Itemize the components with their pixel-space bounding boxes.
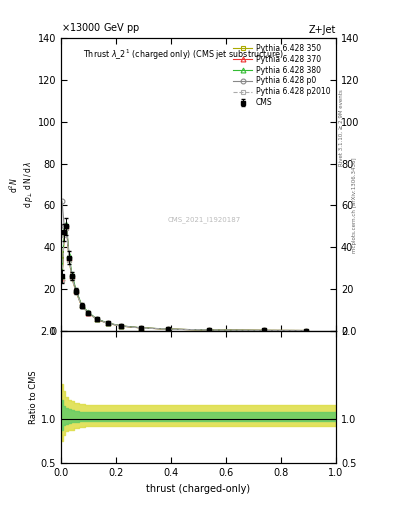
Line: Pythia 6.428 370: Pythia 6.428 370 xyxy=(60,224,308,333)
Pythia 6.428 370 xyxy=(74,288,79,294)
Pythia 6.428 370 xyxy=(86,310,91,316)
Pythia 6.428 380 xyxy=(74,287,79,293)
Pythia 6.428 350 xyxy=(79,303,84,309)
Pythia 6.428 350 xyxy=(74,289,79,295)
Pythia 6.428 380 xyxy=(166,326,171,332)
Pythia 6.428 350 xyxy=(70,275,74,282)
Pythia 6.428 p2010 xyxy=(138,325,143,331)
Pythia 6.428 380 xyxy=(105,320,110,326)
Pythia 6.428 370 xyxy=(60,275,64,282)
Pythia 6.428 380 xyxy=(86,309,91,315)
Pythia 6.428 370 xyxy=(262,327,267,333)
Pythia 6.428 p0 xyxy=(138,325,143,331)
Pythia 6.428 370 xyxy=(138,325,143,331)
Pythia 6.428 380 xyxy=(62,227,66,233)
Pythia 6.428 p2010 xyxy=(60,278,64,284)
Pythia 6.428 370 xyxy=(67,254,72,261)
Pythia 6.428 p0 xyxy=(86,310,91,316)
Pythia 6.428 370 xyxy=(105,320,110,326)
Pythia 6.428 380 xyxy=(138,325,143,331)
Pythia 6.428 370 xyxy=(79,302,84,308)
Pythia 6.428 370 xyxy=(94,316,99,322)
Pythia 6.428 380 xyxy=(262,327,267,333)
Pythia 6.428 370 xyxy=(166,326,171,332)
X-axis label: thrust (charged-only): thrust (charged-only) xyxy=(147,484,250,494)
Text: $\times$13000 GeV pp: $\times$13000 GeV pp xyxy=(61,21,140,35)
Pythia 6.428 p0 xyxy=(64,223,69,229)
Pythia 6.428 380 xyxy=(207,327,212,333)
Pythia 6.428 p0 xyxy=(60,198,64,204)
Line: Pythia 6.428 p2010: Pythia 6.428 p2010 xyxy=(60,226,308,333)
Pythia 6.428 p0 xyxy=(119,323,124,329)
Text: Thrust $\lambda\_2^1$ (charged only) (CMS jet substructure): Thrust $\lambda\_2^1$ (charged only) (CM… xyxy=(83,47,284,61)
Pythia 6.428 380 xyxy=(67,252,72,259)
Pythia 6.428 p0 xyxy=(67,254,72,261)
Y-axis label: $\mathrm{d}^2N$
$\mathrm{d}\,p_\perp\,\mathrm{d}\,\mathrm{N}\,/\,\mathrm{d}\,\la: $\mathrm{d}^2N$ $\mathrm{d}\,p_\perp\,\m… xyxy=(7,161,35,208)
Pythia 6.428 p2010 xyxy=(62,231,66,238)
Pythia 6.428 350 xyxy=(119,323,124,329)
Pythia 6.428 370 xyxy=(64,223,69,229)
Pythia 6.428 380 xyxy=(119,323,124,329)
Pythia 6.428 p0 xyxy=(262,327,267,333)
Pythia 6.428 350 xyxy=(303,328,308,334)
Pythia 6.428 370 xyxy=(207,327,212,333)
Pythia 6.428 370 xyxy=(70,273,74,280)
Pythia 6.428 370 xyxy=(303,328,308,334)
Pythia 6.428 p2010 xyxy=(79,303,84,309)
Line: Pythia 6.428 380: Pythia 6.428 380 xyxy=(60,222,308,333)
Pythia 6.428 p2010 xyxy=(303,328,308,334)
Pythia 6.428 350 xyxy=(207,327,212,333)
Pythia 6.428 p2010 xyxy=(64,225,69,231)
Pythia 6.428 370 xyxy=(119,323,124,329)
Pythia 6.428 p2010 xyxy=(67,257,72,263)
Line: Pythia 6.428 p0: Pythia 6.428 p0 xyxy=(60,199,308,333)
Pythia 6.428 p2010 xyxy=(166,326,171,332)
Pythia 6.428 350 xyxy=(64,225,69,231)
Pythia 6.428 p0 xyxy=(94,316,99,322)
Pythia 6.428 p2010 xyxy=(105,321,110,327)
Pythia 6.428 p0 xyxy=(70,273,74,280)
Pythia 6.428 p2010 xyxy=(119,323,124,329)
Pythia 6.428 350 xyxy=(62,231,66,238)
Text: mcplots.cern.ch [arXiv:1306.3436]: mcplots.cern.ch [arXiv:1306.3436] xyxy=(352,157,357,252)
Pythia 6.428 p0 xyxy=(207,327,212,333)
Text: Z+Jet: Z+Jet xyxy=(309,25,336,35)
Pythia 6.428 380 xyxy=(303,328,308,334)
Pythia 6.428 p0 xyxy=(303,328,308,334)
Legend: Pythia 6.428 350, Pythia 6.428 370, Pythia 6.428 380, Pythia 6.428 p0, Pythia 6.: Pythia 6.428 350, Pythia 6.428 370, Pyth… xyxy=(231,42,332,109)
Pythia 6.428 p0 xyxy=(62,223,66,229)
Pythia 6.428 p0 xyxy=(166,326,171,332)
Pythia 6.428 380 xyxy=(64,221,69,227)
Pythia 6.428 350 xyxy=(166,326,171,332)
Pythia 6.428 p2010 xyxy=(207,327,212,333)
Pythia 6.428 350 xyxy=(67,257,72,263)
Pythia 6.428 p2010 xyxy=(70,275,74,282)
Pythia 6.428 380 xyxy=(79,302,84,308)
Y-axis label: Ratio to CMS: Ratio to CMS xyxy=(29,370,38,424)
Pythia 6.428 p0 xyxy=(105,320,110,326)
Pythia 6.428 p2010 xyxy=(262,327,267,333)
Pythia 6.428 350 xyxy=(94,316,99,323)
Pythia 6.428 p0 xyxy=(74,288,79,294)
Pythia 6.428 p2010 xyxy=(86,310,91,316)
Pythia 6.428 380 xyxy=(94,316,99,322)
Pythia 6.428 p0 xyxy=(79,303,84,309)
Pythia 6.428 380 xyxy=(60,273,64,280)
Pythia 6.428 p2010 xyxy=(74,289,79,295)
Pythia 6.428 350 xyxy=(86,310,91,316)
Pythia 6.428 350 xyxy=(60,278,64,284)
Pythia 6.428 370 xyxy=(62,229,66,236)
Pythia 6.428 350 xyxy=(262,327,267,333)
Line: Pythia 6.428 350: Pythia 6.428 350 xyxy=(60,226,308,333)
Pythia 6.428 380 xyxy=(70,271,74,278)
Text: Rivet 3.1.10, ≥ 2.9M events: Rivet 3.1.10, ≥ 2.9M events xyxy=(339,90,344,166)
Text: CMS_2021_I1920187: CMS_2021_I1920187 xyxy=(167,216,241,223)
Pythia 6.428 350 xyxy=(105,321,110,327)
Pythia 6.428 350 xyxy=(138,325,143,331)
Pythia 6.428 p2010 xyxy=(94,316,99,323)
